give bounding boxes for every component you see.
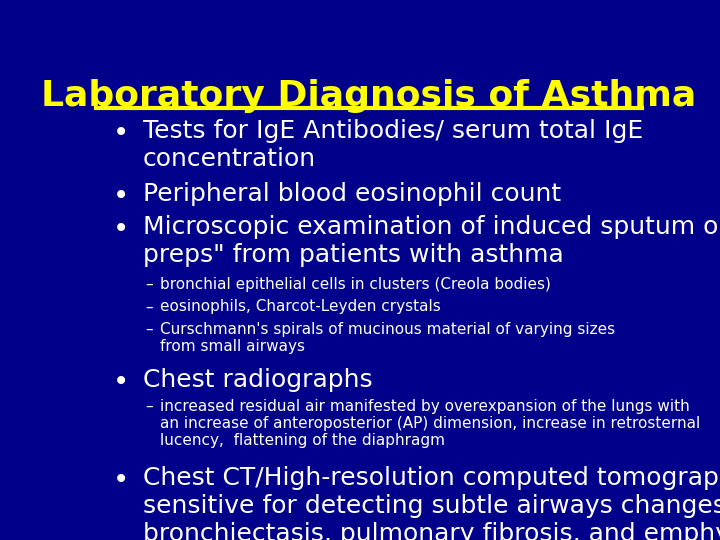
Text: •: • [112, 215, 129, 244]
Text: –: – [145, 399, 153, 414]
Text: Microscopic examination of induced sputum or "wet
preps" from patients with asth: Microscopic examination of induced sputu… [143, 215, 720, 267]
Text: •: • [112, 183, 129, 211]
Text: Chest CT/High-resolution computed tomography (HRCT) :more
sensitive for detectin: Chest CT/High-resolution computed tomogr… [143, 466, 720, 540]
Text: Peripheral blood eosinophil count: Peripheral blood eosinophil count [143, 183, 561, 206]
Text: •: • [112, 119, 129, 147]
Text: Tests for IgE Antibodies/ serum total IgE
concentration: Tests for IgE Antibodies/ serum total Ig… [143, 119, 643, 171]
Text: –: – [145, 322, 153, 337]
Text: Chest radiographs: Chest radiographs [143, 368, 373, 392]
Text: Laboratory Diagnosis of Asthma: Laboratory Diagnosis of Asthma [41, 79, 697, 113]
Text: –: – [145, 299, 153, 314]
Text: •: • [112, 466, 129, 494]
Text: Curschmann's spirals of mucinous material of varying sizes
from small airways: Curschmann's spirals of mucinous materia… [160, 322, 615, 354]
Text: •: • [112, 368, 129, 395]
Text: eosinophils, Charcot-Leyden crystals: eosinophils, Charcot-Leyden crystals [160, 299, 441, 314]
Text: –: – [145, 277, 153, 292]
Text: increased residual air manifested by overexpansion of the lungs with
an increase: increased residual air manifested by ove… [160, 399, 700, 449]
Text: bronchial epithelial cells in clusters (Creola bodies): bronchial epithelial cells in clusters (… [160, 277, 551, 292]
